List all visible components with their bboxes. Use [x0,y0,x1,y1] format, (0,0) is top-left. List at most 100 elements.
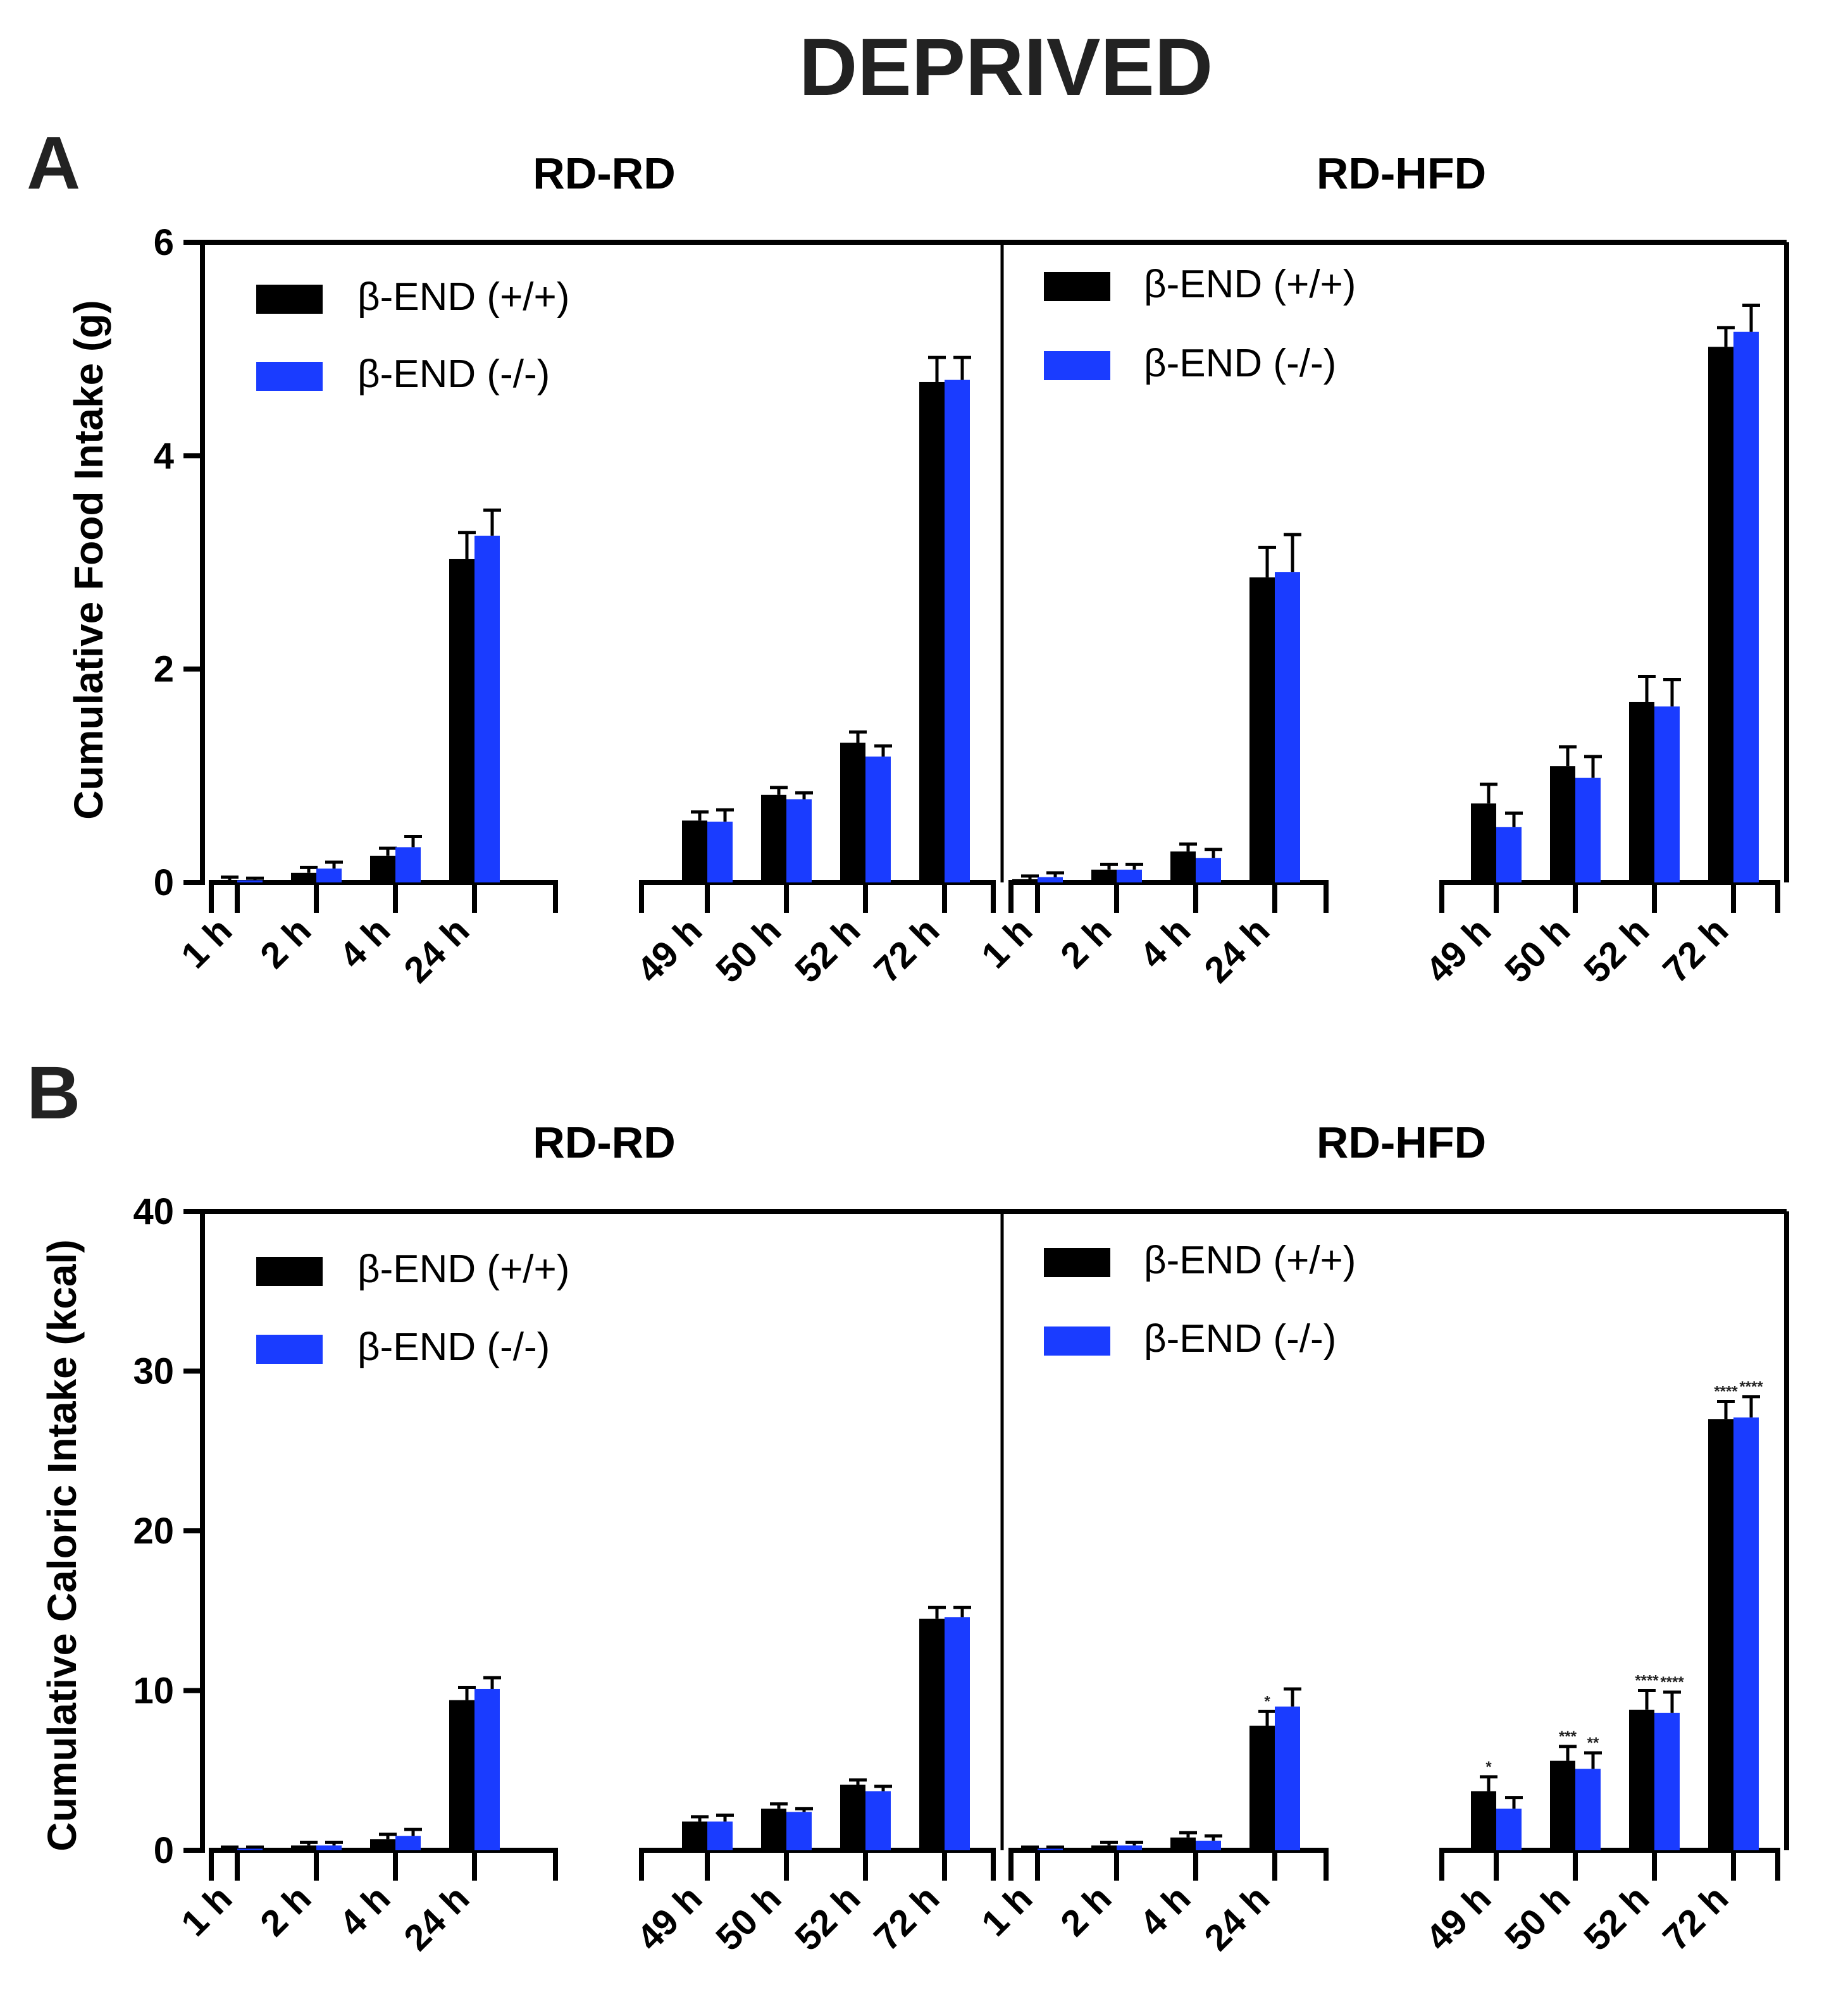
panel-a-rd-rd-bar-50-h-ko [786,799,812,882]
panel-a-rd-hfd-legend-label-ko: β-END (-/-) [1144,342,1336,385]
panel-b-rd-rd-x-label-2-h: 2 h [252,1877,319,1944]
panel-a-rd-hfd-x-label-72-h: 72 h [1655,910,1736,991]
panel-a-rd-rd-bar-2-h-wt [291,872,316,882]
panel-b-rd-rd-bar-72-h-wt [919,1618,945,1850]
panel-a-rd-rd-x-label-24-h: 24 h [396,910,477,991]
panel-b-rd-hfd-bar-50-h-ko [1575,1769,1601,1850]
panel-b-rd-rd-legend-label-wt: β-END (+/+) [357,1247,569,1291]
panel-a-rd-rd-bar-49-h-wt [682,820,707,882]
panel-b-significance-52-h-ko: **** [1660,1674,1684,1691]
panel-a-rd-rd-x-label-50-h: 50 h [708,910,789,991]
panel-a-rd-hfd-bar-49-h-ko [1496,827,1522,882]
panel-a-rd-hfd-x-label-2-h: 2 h [1053,910,1119,976]
panel-a-rd-hfd-x-label-52-h: 52 h [1576,910,1657,991]
panel-a-rd-hfd-bar-1-h-wt [1012,879,1038,882]
panel-a-rd-rd-legend-label-ko: β-END (-/-) [357,352,550,396]
panel-b-rd-hfd-x-label-72-h: 72 h [1655,1877,1736,1958]
panel-b-rd-hfd-x-label-4-h: 4 h [1132,1877,1198,1944]
panel-b-significance-50-h-ko: ** [1587,1735,1599,1752]
panel-b-rd-rd-bar-50-h-ko [786,1812,812,1850]
panel-b-rd-hfd-legend-swatch-wt [1044,1248,1110,1277]
panel-b-caloric-intake-chart: B RD-RD RD-HFD Cumulative Caloric Intake… [27,1051,1789,1958]
panel-a-rd-hfd-legend-swatch-ko [1044,351,1110,380]
panel-a-rd-rd-bar-1-h-wt [212,880,237,882]
panel-b-significance-49-h-wt: * [1485,1759,1492,1776]
panel-b-rd-hfd-bar-24-h-wt [1249,1726,1275,1850]
panel-b-letter: B [27,1051,80,1135]
panel-b-rd-rd-bar-1-h-ko [237,1848,263,1850]
panel-a-rd-hfd-bar-4-h-ko [1196,858,1221,882]
panel-a-rd-hfd-x-label-49-h: 49 h [1418,910,1499,991]
panel-b-rd-hfd-bar-72-h-ko [1733,1417,1759,1850]
panel-a-rd-rd-x-label-2-h: 2 h [252,910,319,976]
panel-b-y-tick-label: 40 [133,1191,174,1232]
panel-b-rd-hfd-x-label-24-h: 24 h [1196,1877,1277,1958]
panel-b-rd-rd-x-label-72-h: 72 h [866,1877,947,1958]
panel-a-y-tick-label: 2 [154,649,174,690]
panel-a-rd-hfd-legend-swatch-wt [1044,272,1110,301]
panel-b-rd-hfd-bar-24-h-ko [1275,1706,1300,1850]
panel-a-rd-rd-bar-4-h-ko [395,847,421,882]
panel-b-rd-rd-bar-50-h-wt [761,1809,786,1850]
panel-a-rd-hfd-bar-4-h-wt [1170,851,1196,882]
panel-b-rd-rd-bar-72-h-ko [945,1617,970,1850]
panel-a-rd-hfd-bar-50-h-ko [1575,777,1601,882]
panel-b-rd-hfd-bar-49-h-ko [1496,1809,1522,1850]
panel-b-y-tick-label: 30 [133,1351,174,1392]
panel-a-letter: A [27,121,80,205]
panel-b-rd-rd-bar-52-h-wt [840,1784,865,1850]
panel-b-rd-rd-legend-label-ko: β-END (-/-) [357,1325,550,1369]
panel-b-rd-hfd-bar-1-h-wt [1012,1848,1038,1850]
panel-a-rd-hfd-bar-2-h-ko [1117,869,1142,882]
panel-b-rd-rd-title: RD-RD [533,1118,676,1167]
panel-b-significance-72-h-ko: **** [1739,1378,1763,1395]
panel-a-rd-hfd-legend-label-wt: β-END (+/+) [1144,263,1356,306]
panel-b-rd-hfd-bar-4-h-wt [1170,1837,1196,1850]
panel-a-rd-rd-bar-24-h-ko [474,535,500,882]
panel-a-rd-hfd-bar-50-h-wt [1550,766,1575,882]
panel-b-rd-hfd-bar-4-h-ko [1196,1840,1221,1850]
panel-a-food-intake-chart: A RD-RD RD-HFD Cumulative Food Intake (g… [27,121,1789,991]
panel-a-rd-rd-title: RD-RD [533,149,676,198]
panel-b-rd-hfd-title: RD-HFD [1317,1118,1486,1167]
panel-a-rd-hfd-bar-72-h-ko [1733,331,1759,882]
panel-b-rd-rd-bar-4-h-ko [395,1836,421,1850]
panel-a-rd-rd-bar-50-h-wt [761,795,786,882]
panel-b-rd-rd-bar-24-h-ko [474,1688,500,1850]
panel-a-rd-hfd-x-label-50-h: 50 h [1497,910,1578,991]
panel-a-rd-rd-x-label-49-h: 49 h [629,910,710,991]
panel-b-rd-rd-legend-swatch-wt [256,1257,323,1286]
panel-b-rd-rd-bar-49-h-wt [682,1821,707,1850]
panel-a-y-tick-label: 6 [154,222,174,263]
panel-b-rd-rd-bar-49-h-ko [707,1821,733,1850]
panel-a-rd-rd-bar-72-h-ko [945,380,970,882]
panel-b-rd-hfd-bar-1-h-ko [1038,1848,1063,1850]
panel-a-rd-rd-bar-72-h-wt [919,381,945,882]
panel-b-rd-hfd-x-label-49-h: 49 h [1418,1877,1499,1958]
panel-b-rd-hfd-x-label-2-h: 2 h [1053,1877,1119,1944]
panel-b-rd-hfd-bar-50-h-wt [1550,1760,1575,1850]
panel-b-rd-hfd-x-label-1-h: 1 h [974,1877,1040,1944]
panel-a-rd-hfd-bar-52-h-wt [1629,702,1654,882]
panel-b-y-tick-label: 0 [154,1830,174,1871]
panel-b-y-axis-label: Cumulative Caloric Intake (kcal) [39,1239,85,1851]
panel-a-rd-rd-bar-49-h-ko [707,821,733,882]
panel-b-rd-hfd-bar-52-h-ko [1654,1712,1680,1850]
panel-b-rd-hfd-bar-2-h-ko [1117,1845,1142,1850]
panel-b-y-tick-label: 10 [133,1671,174,1712]
panel-b-rd-rd-legend-swatch-ko [256,1335,323,1364]
panel-a-rd-hfd-bar-52-h-ko [1654,706,1680,882]
panel-a-rd-rd-legend-label-wt: β-END (+/+) [357,275,569,319]
panel-a-rd-hfd-x-label-4-h: 4 h [1132,910,1198,976]
panel-a-y-tick-label: 0 [154,862,174,903]
panel-a-rd-hfd-bar-1-h-ko [1038,877,1063,882]
panel-a-rd-hfd-bar-2-h-wt [1091,869,1117,882]
panel-b-rd-rd-x-label-50-h: 50 h [708,1877,789,1958]
panel-b-rd-rd-x-label-49-h: 49 h [629,1877,710,1958]
panel-b-rd-hfd-bar-49-h-wt [1471,1791,1496,1850]
panel-a-rd-rd-legend-swatch-wt [256,285,323,314]
panel-a-rd-rd-bar-1-h-ko [237,880,263,882]
panel-a-rd-rd-bar-24-h-wt [449,559,474,882]
